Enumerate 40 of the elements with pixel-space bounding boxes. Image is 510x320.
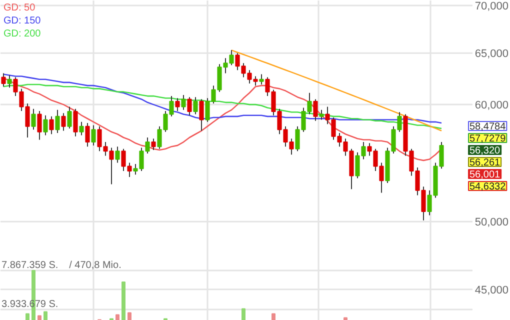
- candlestick: [181, 94, 186, 110]
- candlestick: [79, 121, 84, 136]
- candlestick: [199, 98, 204, 132]
- candlestick: [31, 108, 36, 130]
- candlestick: [193, 96, 198, 115]
- line-series: [230, 50, 442, 132]
- text: 54,6332: [470, 182, 506, 192]
- text: 56,001: [470, 170, 501, 180]
- candlestick: [115, 146, 120, 164]
- candlestick: [7, 74, 12, 88]
- candlestick: [175, 98, 180, 112]
- y-tick-label: 60,000: [474, 100, 509, 112]
- text: 57,7279: [470, 134, 506, 144]
- y2-tick-label: 7.867.359 S.: [2, 260, 58, 271]
- candlestick: [259, 74, 264, 86]
- candlestick: [187, 96, 192, 116]
- text: GD: 50: [4, 2, 36, 14]
- candlestick: [319, 109, 324, 120]
- text: 58,4784: [470, 122, 506, 132]
- candlestick: [61, 112, 66, 132]
- y-tick-label: 65,000: [474, 48, 509, 60]
- candlestick: [43, 114, 48, 136]
- candlestick: [55, 109, 60, 134]
- annotation: / 470,8 Mio.: [69, 260, 122, 271]
- y-tick-label: 45,000: [474, 284, 509, 296]
- candlestick: [37, 110, 42, 140]
- y-tick-label: 70,000: [474, 0, 509, 13]
- candlestick: [49, 116, 54, 135]
- text: 56,261: [470, 158, 501, 168]
- candlestick: [67, 106, 72, 130]
- text: 56,320: [470, 146, 501, 156]
- text: GD: 150: [4, 16, 42, 26]
- candlestick: [91, 124, 96, 146]
- candlestick: [1, 72, 6, 88]
- candlestick: [73, 108, 78, 137]
- candlestick: [85, 122, 90, 148]
- candlestick: [313, 98, 318, 122]
- text: GD: 200: [4, 28, 42, 40]
- y-tick-label: 50,000: [474, 216, 509, 229]
- candlestick: [151, 138, 156, 151]
